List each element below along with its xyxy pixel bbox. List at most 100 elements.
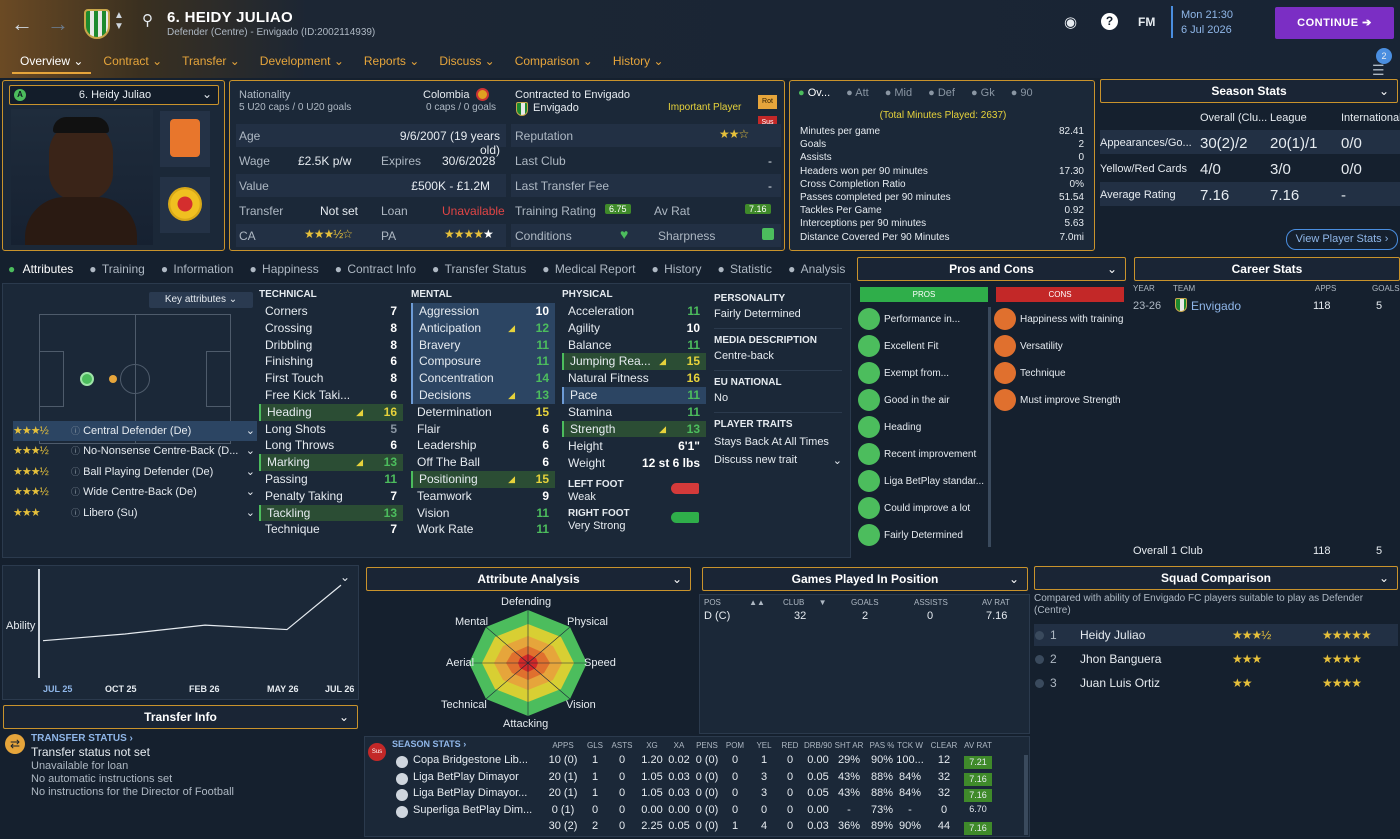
tab-goalkeeping[interactable]: ● Gk [970, 87, 995, 99]
subtab-medical-report[interactable]: ● Medical Report [542, 262, 636, 276]
competition-name[interactable]: Liga BetPlay Dimayor [413, 770, 519, 783]
attribute-row[interactable]: Tackling 13 [259, 504, 403, 522]
gp-col-assists[interactable]: ASSISTS [914, 598, 948, 607]
role-item[interactable]: ★★★½ ⓘ Central Defender (De) ⌄ [13, 421, 257, 442]
attribute-row[interactable]: Heading ◢ 16 [259, 403, 403, 421]
season-col-header[interactable]: XA [673, 741, 685, 750]
attribute-row[interactable]: Natural Fitness 16 [562, 370, 706, 387]
con-item[interactable]: Technique [994, 361, 1066, 385]
subtab-information[interactable]: ● Information [160, 262, 234, 276]
tab-midfield[interactable]: ● Mid [884, 87, 913, 99]
pro-item[interactable]: Good in the air [858, 388, 950, 412]
transfer-status-link[interactable]: TRANSFER STATUS › [31, 733, 133, 744]
attribute-row[interactable]: Strength ◢ 13 [562, 420, 706, 438]
pros-scrollbar[interactable] [988, 307, 991, 547]
attribute-row[interactable]: Technique 7 [259, 521, 403, 538]
tab-attacking[interactable]: ● Att [846, 87, 869, 99]
inbox-icon[interactable]: ☰ [1372, 62, 1385, 78]
career-team[interactable]: Envigado [1191, 299, 1242, 313]
season-table-scrollbar[interactable] [1024, 755, 1028, 835]
attribute-row[interactable]: Flair 6 [411, 421, 555, 438]
radio-icon[interactable] [1035, 678, 1044, 688]
view-player-stats-button[interactable]: View Player Stats › [1286, 229, 1398, 250]
con-item[interactable]: Must improve Strength [994, 388, 1121, 412]
subtab-contract-info[interactable]: ● Contract Info [334, 262, 417, 276]
season-col-header[interactable]: PAS % [869, 741, 895, 750]
attribute-row[interactable]: Agility 10 [562, 320, 706, 337]
subtab-training[interactable]: ● Training [89, 262, 145, 276]
attribute-row[interactable]: Anticipation ◢ 12 [411, 319, 555, 337]
attribute-row[interactable]: Dribbling 8 [259, 337, 403, 354]
attribute-row[interactable]: Teamwork 9 [411, 488, 555, 505]
tab-overview[interactable]: Overview ⌄ [12, 52, 92, 74]
attribute-row[interactable]: Jumping Rea... ◢ 15 [562, 353, 706, 371]
role-item[interactable]: ★★★ ⓘ Libero (Su) ⌄ [13, 503, 257, 523]
help-icon[interactable]: ? [1101, 13, 1118, 30]
season-col-header[interactable]: TCK W [897, 741, 923, 750]
season-col-header[interactable]: CLEAR [930, 741, 958, 750]
attribute-row[interactable]: Passing 11 [259, 471, 403, 488]
attribute-row[interactable]: Stamina 11 [562, 404, 706, 421]
attribute-row[interactable]: Bravery 11 [411, 336, 555, 354]
subtab-history[interactable]: ● History [651, 262, 702, 276]
pros-cons-header[interactable]: Pros and Cons ⌄ [857, 257, 1126, 281]
season-col-header[interactable]: RED [781, 741, 799, 750]
subtab-transfer-status[interactable]: ● Transfer Status [432, 262, 527, 276]
role-item[interactable]: ★★★½ ⓘ Ball Playing Defender (De) ⌄ [13, 462, 257, 482]
pro-item[interactable]: Fairly Determined [858, 523, 963, 547]
tab-contract[interactable]: Contract ⌄ [103, 54, 163, 68]
season-col-header[interactable]: ASTS [611, 741, 633, 750]
attribute-row[interactable]: Aggression 10 [411, 303, 555, 320]
pro-item[interactable]: Exempt from... [858, 361, 949, 385]
con-item[interactable]: Versatility [994, 334, 1063, 358]
continue-button[interactable]: CONTINUE ➔ [1275, 7, 1394, 39]
subtab-attributes[interactable]: ● Attributes [8, 262, 74, 276]
inbox-badge[interactable]: 2 [1376, 48, 1392, 64]
role-item[interactable]: ★★★½ ⓘ Wide Centre-Back (De) ⌄ [13, 482, 257, 502]
season-col-header[interactable]: DRB/90 [803, 741, 832, 750]
gp-col-club[interactable]: CLUB ▼ [783, 598, 827, 607]
season-col-header[interactable]: SHT AR [834, 741, 864, 750]
attribute-analysis-header[interactable]: Attribute Analysis ⌄ [366, 567, 691, 591]
attribute-row[interactable]: First Touch 8 [259, 370, 403, 387]
attribute-row[interactable]: Marking ◢ 13 [259, 454, 403, 471]
attribute-row[interactable]: Decisions ◢ 13 [411, 386, 555, 404]
gp-col-pos[interactable]: POS ▲▲ [704, 598, 765, 607]
contract-club[interactable]: Envigado [533, 102, 579, 114]
competition-name[interactable]: Superliga BetPlay Dim... [413, 803, 533, 816]
season-col-header[interactable]: GLS [586, 741, 603, 750]
pro-item[interactable]: Liga BetPlay standar... [858, 469, 984, 493]
competition-name[interactable]: Copa Bridgestone Lib... [413, 754, 528, 766]
season-col-header[interactable]: YEL [756, 741, 772, 750]
tab-reports[interactable]: Reports ⌄ [363, 54, 420, 68]
squad-row[interactable]: 3 Juan Luis Ortiz ★★ ★★★★ [1034, 672, 1398, 694]
pro-item[interactable]: Excellent Fit [858, 334, 938, 358]
chevron-down-icon[interactable]: ⌄ [339, 570, 350, 584]
tab-transfer[interactable]: Transfer ⌄ [182, 54, 240, 68]
career-stats-header[interactable]: Career Stats [1134, 257, 1400, 281]
attribute-row[interactable]: Balance 11 [562, 337, 706, 354]
discuss-trait-dropdown[interactable]: Discuss new trait ⌄ [714, 454, 842, 467]
attribute-row[interactable]: Pace 11 [562, 386, 706, 404]
forward-arrow-icon[interactable]: → [47, 11, 69, 36]
con-item[interactable]: Happiness with training [994, 307, 1123, 331]
radio-icon[interactable] [1035, 630, 1044, 640]
season-col-header[interactable]: APPS [552, 741, 574, 750]
subtab-analysis[interactable]: ● Analysis [788, 262, 846, 276]
squad-comparison-header[interactable]: Squad Comparison ⌄ [1034, 566, 1398, 590]
pro-item[interactable]: Could improve a lot [858, 496, 970, 520]
gp-col-avrat[interactable]: AV RAT [982, 598, 1010, 607]
season-col-header[interactable]: XG [646, 741, 658, 750]
season-stats-header[interactable]: Season Stats ⌄ [1100, 79, 1398, 103]
fm-logo[interactable]: FM [1138, 15, 1156, 29]
season-stats-link[interactable]: SEASON STATS › [392, 739, 467, 749]
radio-icon[interactable] [1035, 654, 1044, 664]
attribute-row[interactable]: Acceleration 11 [562, 303, 706, 320]
club-crest-icon[interactable] [84, 9, 110, 39]
attribute-row[interactable]: Crossing 8 [259, 320, 403, 337]
tab-per-90[interactable]: ● 90 [1010, 87, 1033, 99]
gp-col-goals[interactable]: GOALS [851, 598, 879, 607]
pro-item[interactable]: Heading [858, 415, 921, 439]
attribute-row[interactable]: Determination 15 [411, 404, 555, 421]
role-item[interactable]: ★★★½ ⓘ No-Nonsense Centre-Back (D... ⌄ [13, 441, 257, 461]
